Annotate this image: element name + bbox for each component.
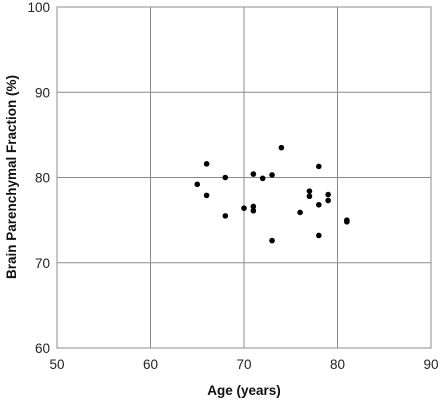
data-point <box>316 201 322 208</box>
y-tick-label: 100 <box>27 0 50 15</box>
y-tick-label: 60 <box>35 341 50 356</box>
y-tick-label: 70 <box>35 256 50 271</box>
data-point <box>316 232 322 239</box>
data-point <box>306 188 313 194</box>
data-point <box>222 213 229 219</box>
y-tick-label: 80 <box>35 171 50 186</box>
data-point <box>194 181 201 188</box>
data-point <box>278 144 285 151</box>
x-tick-label: 50 <box>49 357 64 372</box>
data-point <box>316 163 322 170</box>
y-tick-label: 90 <box>35 85 50 100</box>
x-tick-label: 80 <box>330 357 345 372</box>
data-point <box>344 219 350 225</box>
plot-frame <box>56 6 432 349</box>
data-point <box>250 207 257 214</box>
data-point <box>203 192 210 199</box>
data-point <box>306 193 313 200</box>
data-point <box>269 237 275 244</box>
grid-lines <box>56 6 432 349</box>
data-point <box>325 191 331 198</box>
data-point <box>269 172 275 178</box>
x-axis-label: Age (years) <box>207 383 281 398</box>
x-tick-label: 60 <box>143 357 158 372</box>
data-point <box>325 197 331 204</box>
x-tick-label: 90 <box>423 357 438 372</box>
data-point <box>250 203 257 210</box>
data-point <box>203 161 210 167</box>
data-point <box>222 174 229 181</box>
data-point <box>250 171 257 177</box>
y-axis-label: Brain Parenchymal Fraction (%) <box>4 75 19 279</box>
data-points <box>194 144 350 244</box>
data-point <box>241 205 247 211</box>
data-point <box>259 175 266 182</box>
x-tick-label: 70 <box>236 357 251 372</box>
data-point <box>297 209 303 216</box>
